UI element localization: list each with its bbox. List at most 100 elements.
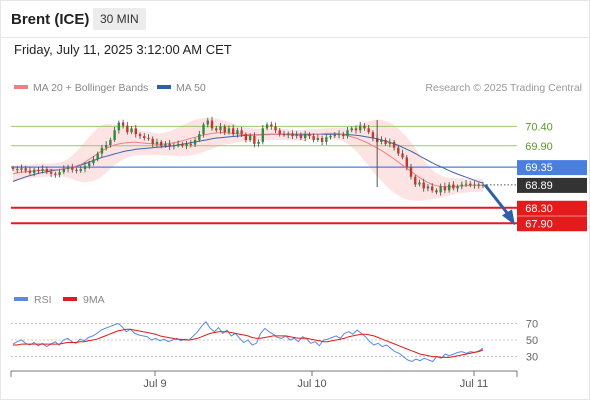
candle-body-16 xyxy=(79,169,82,171)
candle-body-77 xyxy=(337,134,341,136)
candle-body-74 xyxy=(325,137,328,142)
candle-body-87 xyxy=(380,139,383,142)
rsi-ma-line xyxy=(13,328,484,358)
candle-body-7 xyxy=(41,169,44,171)
candle-body-34 xyxy=(155,141,159,144)
candle-body-57 xyxy=(253,136,256,144)
candle-body-78 xyxy=(342,134,345,137)
candle-body-71 xyxy=(312,136,315,140)
candle-body-28 xyxy=(130,128,133,133)
pivot-label: 69.35 xyxy=(525,162,553,174)
forecast-arrow-shaft xyxy=(483,183,511,217)
candle-body-54 xyxy=(240,130,243,135)
candle-body-46 xyxy=(206,120,209,125)
candle-body-22 xyxy=(104,145,108,148)
candle-body-43 xyxy=(193,139,197,145)
candle-body-98 xyxy=(426,186,430,189)
candle-body-0 xyxy=(11,167,15,170)
candle-body-79 xyxy=(346,130,349,137)
candle-body-60 xyxy=(265,124,269,129)
candle-body-32 xyxy=(147,138,150,140)
candle-body-69 xyxy=(303,134,307,139)
candle-body-109 xyxy=(473,184,476,186)
legend-swatch-0 xyxy=(14,85,28,89)
candle-body-85 xyxy=(371,132,375,139)
candle-body-88 xyxy=(384,139,387,144)
candle-body-81 xyxy=(354,128,358,131)
ma50-line xyxy=(12,133,484,184)
candle-body-40 xyxy=(181,143,184,146)
candle-body-55 xyxy=(244,134,248,140)
candle-body-63 xyxy=(278,130,281,135)
candle-body-67 xyxy=(295,134,298,137)
legend-label-0: MA 20 + Bollinger Bands xyxy=(33,82,148,94)
support-tag-4 xyxy=(517,200,587,216)
candle-body-90 xyxy=(392,141,396,148)
candle-body-8 xyxy=(45,169,49,173)
bollinger-band xyxy=(13,117,483,201)
candle-body-20 xyxy=(96,153,99,160)
candle-body-65 xyxy=(287,133,290,135)
candle-body-80 xyxy=(350,128,353,131)
candle-body-13 xyxy=(66,167,70,170)
candle-body-38 xyxy=(172,145,176,147)
candle-body-95 xyxy=(414,176,417,185)
rsi-ma-legend-swatch xyxy=(63,297,77,301)
candle-body-66 xyxy=(291,133,294,137)
candle-body-101 xyxy=(439,186,442,193)
rsi-tick-0: 70 xyxy=(526,318,538,330)
candle-body-47 xyxy=(210,120,214,129)
candle-body-82 xyxy=(359,125,362,131)
candle-body-52 xyxy=(231,128,235,135)
ma20-line xyxy=(12,132,483,188)
candle-body-15 xyxy=(75,169,78,171)
support-label-5: 67.90 xyxy=(525,218,553,230)
candle-body-106 xyxy=(460,184,464,187)
datetime-label: Friday, July 11, 2025 3:12:00 AM CET xyxy=(14,42,232,57)
candle-body-23 xyxy=(109,139,112,146)
candle-body-17 xyxy=(83,165,87,170)
candle-body-96 xyxy=(418,182,421,185)
candle-body-107 xyxy=(464,183,468,185)
legend-label-1: MA 50 xyxy=(176,82,206,94)
candle-body-11 xyxy=(58,172,61,175)
candle-body-50 xyxy=(223,126,226,133)
candle-body-45 xyxy=(202,124,205,135)
current-price-tag xyxy=(517,177,587,193)
candle-body-42 xyxy=(189,143,193,145)
candle-body-91 xyxy=(397,147,400,154)
timeframe-badge[interactable]: 30 MIN xyxy=(93,8,146,30)
candle-body-36 xyxy=(164,143,167,146)
candle-body-75 xyxy=(329,136,332,138)
candle-body-6 xyxy=(37,169,40,171)
candle-body-26 xyxy=(121,122,125,126)
candle-body-18 xyxy=(88,163,91,166)
candle-body-62 xyxy=(274,126,277,131)
candle-body-92 xyxy=(401,153,404,158)
forecast-arrow-head xyxy=(502,209,515,226)
candle-body-25 xyxy=(117,122,121,131)
candle-body-102 xyxy=(443,186,447,191)
candle-body-44 xyxy=(198,134,201,140)
candle-body-104 xyxy=(452,184,455,189)
candle-body-41 xyxy=(185,143,188,146)
candle-body-97 xyxy=(422,182,425,189)
candle-body-68 xyxy=(299,134,303,139)
rsi-tick-2: 30 xyxy=(526,352,538,364)
pivot-tag xyxy=(517,160,587,176)
candle-body-70 xyxy=(308,134,311,137)
candle-body-58 xyxy=(257,141,260,144)
candle-body-110 xyxy=(477,184,480,186)
candle-body-100 xyxy=(435,190,438,193)
candle-body-99 xyxy=(430,186,434,191)
candle-body-14 xyxy=(71,167,74,170)
candle-body-76 xyxy=(333,134,337,137)
candle-body-5 xyxy=(32,169,36,173)
candle-body-61 xyxy=(270,124,273,127)
candle-body-35 xyxy=(159,141,163,146)
header-bar: Brent (ICE) 30 MIN xyxy=(1,1,589,38)
resistance-label-0: 70.40 xyxy=(525,121,553,133)
candle-body-31 xyxy=(143,136,146,139)
